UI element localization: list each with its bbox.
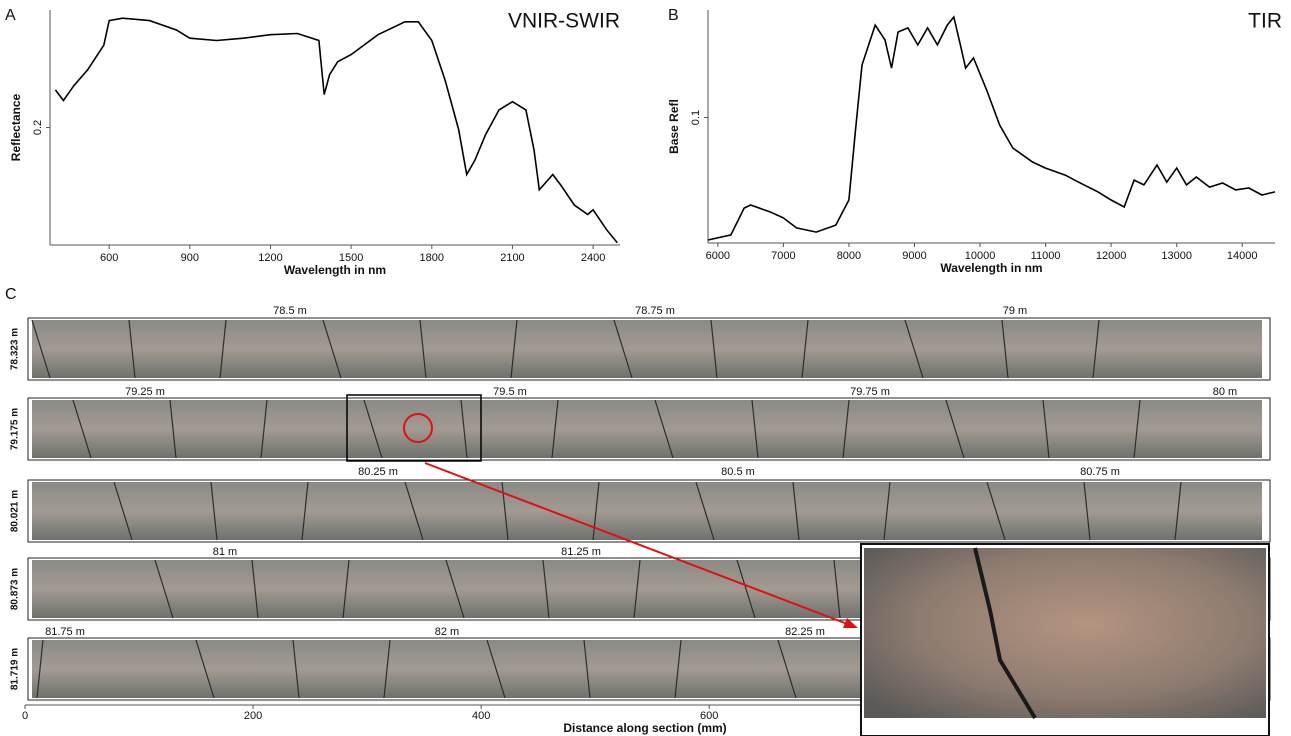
meter-label: 79.25 m	[125, 386, 165, 398]
x-axis-label: Distance along section (mm)	[563, 721, 726, 735]
meter-label: 80.25 m	[358, 466, 398, 478]
x-tick-label: 1500	[339, 252, 363, 264]
meter-label: 80.75 m	[1080, 466, 1120, 478]
meter-label: 81.25 m	[561, 546, 601, 558]
meter-label: 79 m	[1003, 305, 1027, 317]
meter-label: 79.5 m	[493, 386, 527, 398]
x-axis-label: Wavelength in nm	[940, 261, 1042, 275]
meter-label: 82.25 m	[785, 626, 825, 638]
meter-label: 81 m	[213, 546, 237, 558]
panel-letter: B	[668, 7, 679, 24]
depth-label: 78.323 m	[10, 328, 21, 370]
meter-label: 78.75 m	[635, 305, 675, 317]
x-tick-label: 9000	[902, 250, 926, 262]
figure: A VNIR-SWIR 600 900 1200 1500 1800 2100 2400 0.2 W…	[0, 0, 1291, 736]
panel-letter: C	[5, 286, 17, 303]
meter-label: 79.75 m	[850, 386, 890, 398]
x-tick-label: 400	[472, 710, 490, 722]
x-tick-label: 2100	[500, 252, 524, 264]
depth-label: 80.021 m	[10, 490, 21, 532]
meter-label: 81.75 m	[45, 626, 85, 638]
meter-label: 78.5 m	[273, 305, 307, 317]
y-axis-label: Reflectance	[9, 93, 23, 161]
spectrum-line	[708, 17, 1275, 240]
x-tick-label: 10000	[965, 250, 996, 262]
core-rock	[32, 400, 1262, 458]
meter-label: 80 m	[1213, 386, 1237, 398]
x-tick-label: 200	[244, 710, 262, 722]
meter-label: 82 m	[435, 626, 459, 638]
x-tick-label: 600	[100, 252, 118, 264]
x-tick-label: 900	[181, 252, 199, 264]
x-axis-label: Wavelength in nm	[284, 263, 386, 277]
x-tick-label: 11000	[1031, 250, 1061, 262]
x-tick-label: 8000	[837, 250, 861, 262]
x-tick-label: 12000	[1096, 250, 1127, 262]
x-tick-label: 6000	[706, 250, 730, 262]
x-tick-label: 7000	[771, 250, 795, 262]
zoom-photo	[864, 548, 1266, 718]
depth-label: 81.719 m	[10, 648, 21, 690]
x-tick-label: 1800	[420, 252, 444, 264]
y-tick-label: 0.1	[690, 110, 702, 125]
y-tick-label: 0.2	[32, 120, 44, 135]
x-tick-label: 2400	[581, 252, 605, 264]
chart-title: TIR	[1248, 10, 1282, 33]
x-tick-label: 0	[22, 710, 28, 722]
x-tick-label: 600	[700, 710, 718, 722]
depth-label: 80.873 m	[10, 568, 21, 610]
spectrum-line	[55, 18, 617, 243]
core-rock	[32, 320, 1262, 378]
meter-label: 80.5 m	[721, 466, 755, 478]
x-tick-label: 13000	[1161, 250, 1192, 262]
x-tick-label: 14000	[1227, 250, 1258, 262]
depth-label: 79.175 m	[10, 408, 21, 450]
y-axis-label: Base Refl	[667, 99, 681, 154]
panel-letter: A	[5, 7, 16, 24]
chart-title: VNIR-SWIR	[508, 10, 620, 33]
x-tick-label: 1200	[258, 252, 282, 264]
